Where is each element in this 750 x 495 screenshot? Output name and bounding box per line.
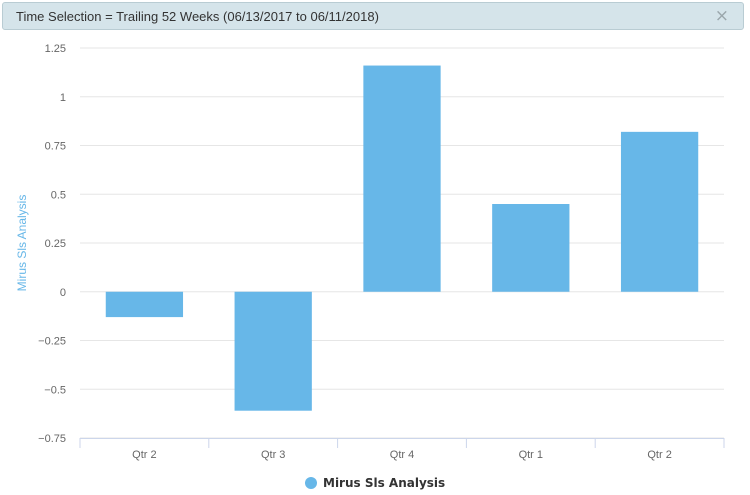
y-tick-label: 0.25 (45, 238, 66, 250)
y-tick-label: 0.75 (45, 141, 66, 153)
y-tick-label: 0 (60, 287, 66, 299)
bar[interactable] (234, 291, 312, 411)
y-tick-labels: 1.25 1 0.75 0.5 0.25 0 −0.25 −0.5 −0.75 (38, 43, 66, 445)
close-icon[interactable]: × (714, 6, 729, 26)
legend[interactable]: Mirus Sls Analysis (305, 476, 445, 490)
bars (105, 65, 699, 411)
x-tick-label: Qtr 3 (261, 449, 285, 461)
bar[interactable] (363, 65, 441, 292)
legend-marker (305, 477, 317, 489)
bar[interactable] (105, 291, 184, 318)
y-axis-label: Mirus Sls Analysis (15, 195, 29, 292)
x-tick-label: Qtr 4 (390, 449, 414, 461)
y-tick-label: −0.75 (38, 433, 66, 445)
y-tick-label: −0.25 (38, 336, 66, 348)
y-tick-label: 1 (60, 92, 66, 104)
y-tick-label: 0.5 (51, 189, 66, 201)
y-tick-label: 1.25 (45, 43, 66, 55)
bar[interactable] (492, 204, 570, 292)
time-selection-banner: Time Selection = Trailing 52 Weeks (06/1… (2, 2, 744, 30)
x-tick-label: Qtr 2 (132, 449, 156, 461)
x-tick-label: Qtr 1 (519, 449, 543, 461)
legend-label: Mirus Sls Analysis (323, 476, 445, 490)
x-tick-label: Qtr 2 (647, 449, 671, 461)
y-tick-label: −0.5 (44, 384, 66, 396)
time-selection-text: Time Selection = Trailing 52 Weeks (06/1… (16, 9, 379, 24)
x-axis: Qtr 2 Qtr 3 Qtr 4 Qtr 1 Qtr 2 (79, 438, 725, 461)
bar[interactable] (620, 131, 699, 292)
